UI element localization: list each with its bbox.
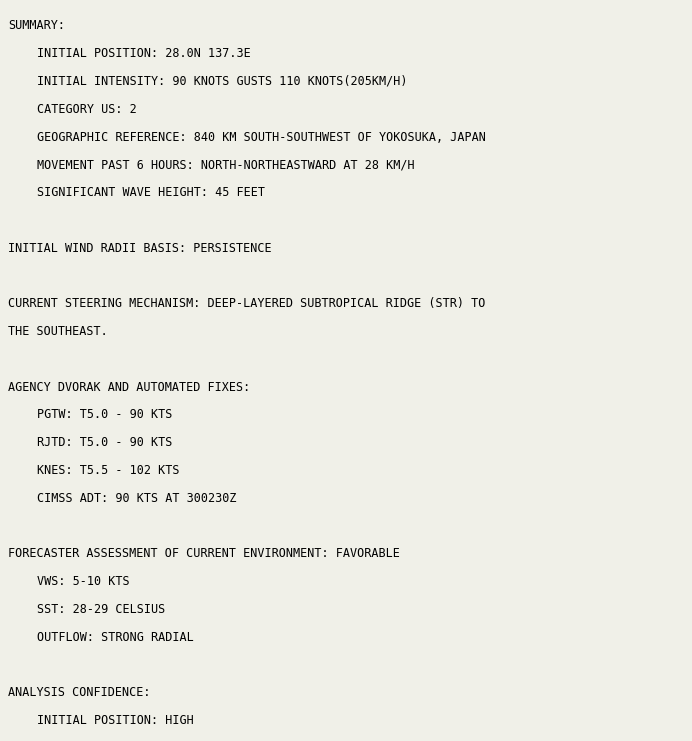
Text: PGTW: T5.0 - 90 KTS: PGTW: T5.0 - 90 KTS: [37, 408, 172, 422]
Text: SST: 28-29 CELSIUS: SST: 28-29 CELSIUS: [37, 602, 165, 616]
Text: CATEGORY US: 2: CATEGORY US: 2: [37, 103, 136, 116]
Text: CURRENT STEERING MECHANISM: DEEP-LAYERED SUBTROPICAL RIDGE (STR) TO: CURRENT STEERING MECHANISM: DEEP-LAYERED…: [8, 297, 486, 310]
Text: THE SOUTHEAST.: THE SOUTHEAST.: [8, 325, 108, 338]
Text: INITIAL INTENSITY: 90 KNOTS GUSTS 110 KNOTS(205KM/H): INITIAL INTENSITY: 90 KNOTS GUSTS 110 KN…: [37, 75, 407, 88]
Text: FORECASTER ASSESSMENT OF CURRENT ENVIRONMENT: FAVORABLE: FORECASTER ASSESSMENT OF CURRENT ENVIRON…: [8, 547, 400, 560]
Text: GEOGRAPHIC REFERENCE: 840 KM SOUTH-SOUTHWEST OF YOKOSUKA, JAPAN: GEOGRAPHIC REFERENCE: 840 KM SOUTH-SOUTH…: [37, 130, 486, 144]
Text: RJTD: T5.0 - 90 KTS: RJTD: T5.0 - 90 KTS: [37, 436, 172, 449]
Text: INITIAL POSITION: HIGH: INITIAL POSITION: HIGH: [37, 714, 194, 727]
Text: CIMSS ADT: 90 KTS AT 300230Z: CIMSS ADT: 90 KTS AT 300230Z: [37, 492, 236, 505]
Text: KNES: T5.5 - 102 KTS: KNES: T5.5 - 102 KTS: [37, 464, 179, 477]
Text: SUMMARY:: SUMMARY:: [8, 19, 65, 33]
Text: INITIAL POSITION: 28.0N 137.3E: INITIAL POSITION: 28.0N 137.3E: [37, 47, 251, 60]
Text: ANALYSIS CONFIDENCE:: ANALYSIS CONFIDENCE:: [8, 686, 151, 699]
Text: VWS: 5-10 KTS: VWS: 5-10 KTS: [37, 575, 129, 588]
Text: SIGNIFICANT WAVE HEIGHT: 45 FEET: SIGNIFICANT WAVE HEIGHT: 45 FEET: [37, 186, 265, 199]
Text: OUTFLOW: STRONG RADIAL: OUTFLOW: STRONG RADIAL: [37, 631, 194, 643]
Text: AGENCY DVORAK AND AUTOMATED FIXES:: AGENCY DVORAK AND AUTOMATED FIXES:: [8, 381, 251, 393]
Text: MOVEMENT PAST 6 HOURS: NORTH-NORTHEASTWARD AT 28 KM/H: MOVEMENT PAST 6 HOURS: NORTH-NORTHEASTWA…: [37, 159, 415, 171]
Text: INITIAL WIND RADII BASIS: PERSISTENCE: INITIAL WIND RADII BASIS: PERSISTENCE: [8, 242, 272, 255]
